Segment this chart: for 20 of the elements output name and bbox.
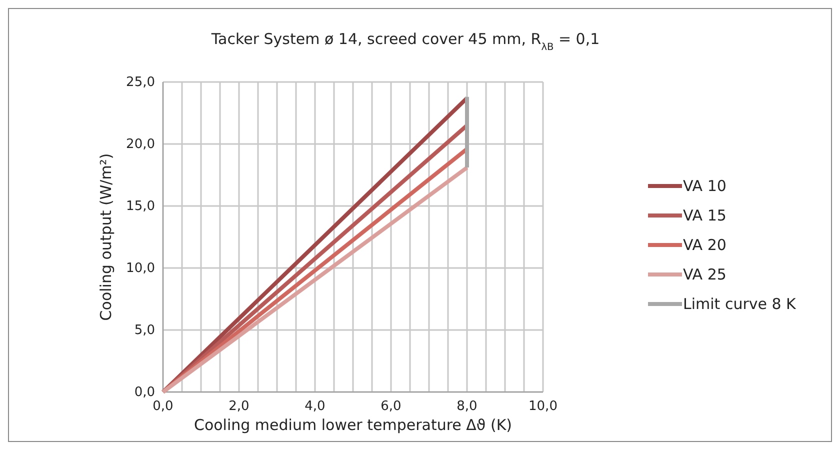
legend-label: Limit curve 8 K bbox=[683, 295, 798, 313]
y-axis-title: Cooling output (W/m²) bbox=[97, 153, 115, 321]
x-tick-label: 10,0 bbox=[528, 399, 558, 414]
x-tick-label: 2,0 bbox=[228, 399, 250, 414]
legend-label: VA 10 bbox=[683, 177, 726, 195]
y-tick-label: 25,0 bbox=[126, 75, 155, 90]
x-tick-label: 6,0 bbox=[380, 399, 402, 414]
y-tick-label: 20,0 bbox=[126, 137, 155, 152]
x-tick-label: 4,0 bbox=[304, 399, 326, 414]
legend-label: VA 25 bbox=[683, 266, 726, 284]
chart-title: Tacker System ø 14, screed cover 45 mm, R$_{λB}$ = 0,1 bbox=[210, 30, 600, 52]
legend-label: VA 15 bbox=[683, 206, 726, 224]
y-tick-label: 15,0 bbox=[126, 199, 155, 214]
x-tick-label: 8,0 bbox=[456, 399, 478, 414]
y-tick-label: 10,0 bbox=[126, 261, 155, 276]
x-axis-title: Cooling medium lower temperature Δϑ (K) bbox=[194, 416, 512, 434]
y-tick-label: 5,0 bbox=[134, 323, 155, 338]
y-tick-label: 0,0 bbox=[134, 385, 155, 400]
x-tick-label: 0,0 bbox=[152, 399, 174, 414]
legend-label: VA 20 bbox=[683, 236, 726, 254]
